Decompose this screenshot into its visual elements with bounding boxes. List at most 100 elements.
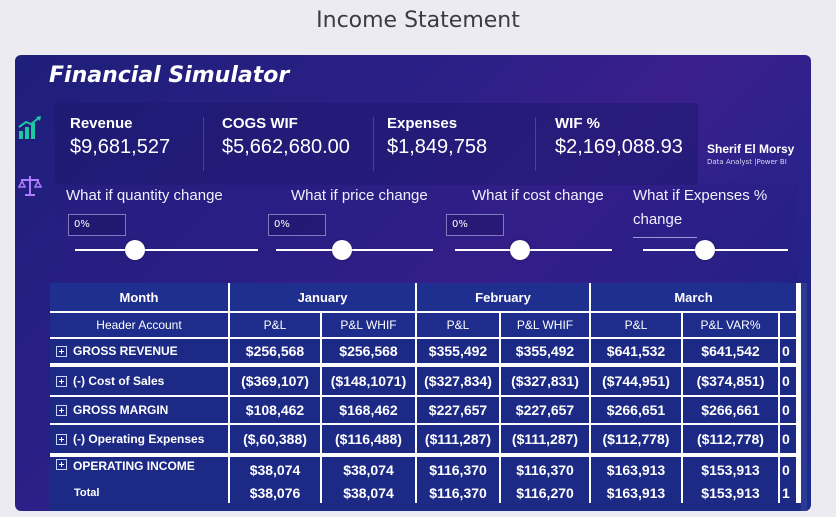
value-cell: $163,913: [591, 483, 681, 503]
value-cell: ($744,951): [591, 367, 681, 395]
value-cell: $116,370: [501, 457, 589, 483]
value-cell: $227,657: [417, 397, 499, 423]
col-header[interactable]: P&L VAR%: [683, 313, 778, 337]
row-label: Total: [50, 483, 228, 503]
balance-scale-icon[interactable]: [17, 173, 43, 199]
value-cell-overflow: 0: [780, 457, 796, 483]
row-label-cell: GROSS REVENUE: [50, 339, 228, 363]
expand-icon[interactable]: [56, 433, 67, 445]
row-label: GROSS REVENUE: [73, 344, 178, 358]
param-label: What if Expenses %: [633, 187, 768, 204]
chart-icon[interactable]: [17, 115, 43, 141]
row-label-cell: (-) Operating Expenses: [50, 425, 228, 453]
value-cell: ($111,287): [501, 425, 589, 453]
price-change-input[interactable]: 0%: [268, 214, 326, 236]
param-label: What if quantity change: [66, 187, 223, 204]
month-header-row: Month January February March: [50, 283, 807, 311]
kpi-divider: [535, 117, 536, 171]
value-cell: $116,370: [417, 483, 499, 503]
kpi-expenses: Expenses $1,849,758: [387, 115, 487, 159]
value-cell: $116,270: [501, 483, 589, 503]
expenses-slider-thumb[interactable]: [695, 240, 715, 260]
value-cell: ($111,287): [417, 425, 499, 453]
table-scrollbar[interactable]: [801, 283, 807, 511]
table-footer: [50, 503, 807, 511]
cost-slider-thumb[interactable]: [510, 240, 530, 260]
col-header[interactable]: P&L WHIF: [501, 313, 589, 337]
col-header[interactable]: P&L: [230, 313, 320, 337]
value-cell: ($374,851): [683, 367, 778, 395]
value-cell: $163,913: [591, 457, 681, 483]
income-statement-matrix: Month January February March Header Acco…: [50, 283, 807, 511]
col-header[interactable]: P&L: [591, 313, 681, 337]
what-if-parameters: What if quantity change 0% What if price…: [55, 183, 798, 281]
kpi-label: COGS WIF: [222, 115, 298, 132]
total-row[interactable]: Total $38,076 $38,074 $116,370 $116,270 …: [50, 483, 807, 503]
table-row[interactable]: (-) Cost of Sales ($369,107) ($148,1071)…: [50, 367, 807, 395]
author-credit: Sherif El Morsy Data Analyst |Power BI: [707, 142, 794, 166]
page-title: Income Statement: [316, 8, 520, 33]
month-january[interactable]: January: [230, 283, 415, 311]
expenses-input-underline: [633, 237, 697, 238]
value-cell: $153,913: [683, 483, 778, 503]
expand-icon[interactable]: [56, 404, 67, 416]
table-row[interactable]: GROSS REVENUE $256,568 $256,568 $355,492…: [50, 339, 807, 363]
quantity-change-input[interactable]: 0%: [68, 214, 126, 236]
value-cell: ($,60,388): [230, 425, 320, 453]
value-cell: ($148,1071): [322, 367, 415, 395]
month-march[interactable]: March: [591, 283, 796, 311]
value-cell: $153,913: [683, 457, 778, 483]
price-slider-thumb[interactable]: [332, 240, 352, 260]
value-cell-overflow: 0: [780, 397, 796, 423]
value-cell: $116,370: [417, 457, 499, 483]
col-header[interactable]: P&L: [417, 313, 499, 337]
month-header: Month: [50, 283, 228, 311]
param-label-line2: change: [633, 211, 683, 228]
value-cell-overflow: 0: [780, 339, 796, 363]
account-header: Header Account: [50, 313, 228, 337]
value-cell: $256,568: [322, 339, 415, 363]
value-cell: $38,074: [230, 457, 320, 483]
kpi-label: Expenses: [387, 115, 458, 132]
col-header-overflow: [780, 313, 796, 337]
quantity-slider-thumb[interactable]: [125, 240, 145, 260]
expenses-slider-track[interactable]: [643, 249, 788, 251]
kpi-value: $5,662,680.00: [222, 136, 350, 158]
value-cell: ($116,488): [322, 425, 415, 453]
col-header[interactable]: P&L WHIF: [322, 313, 415, 337]
row-label: GROSS MARGIN: [73, 403, 169, 417]
month-february[interactable]: February: [417, 283, 589, 311]
kpi-cogs: COGS WIF $5,662,680.00: [222, 115, 350, 159]
table-row[interactable]: OPERATING INCOME $38,074 $38,074 $116,37…: [50, 457, 807, 483]
row-label: (-) Cost of Sales: [73, 374, 165, 388]
param-label: What if price change: [291, 187, 428, 204]
kpi-wif: WIF % $2,169,088.93: [555, 115, 683, 159]
cost-change-input[interactable]: 0%: [446, 214, 504, 236]
app-title: Financial Simulator: [49, 63, 290, 88]
expand-icon[interactable]: [56, 375, 67, 387]
expand-icon[interactable]: [56, 459, 67, 470]
table-row[interactable]: GROSS MARGIN $108,462 $168,462 $227,657 …: [50, 397, 807, 423]
value-cell: ($369,107): [230, 367, 320, 395]
quantity-slider-track[interactable]: [75, 249, 258, 251]
row-label: OPERATING INCOME: [73, 459, 195, 473]
subheader-row: Header Account P&L P&L WHIF P&L P&L WHIF…: [50, 313, 807, 337]
kpi-revenue: Revenue $9,681,527: [70, 115, 170, 159]
value-cell: $227,657: [501, 397, 589, 423]
value-cell-overflow: 1: [780, 483, 796, 503]
value-cell: $108,462: [230, 397, 320, 423]
kpi-value: $2,169,088.93: [555, 136, 683, 158]
value-cell: $266,651: [591, 397, 681, 423]
expand-icon[interactable]: [56, 345, 67, 357]
param-cost: What if cost change: [472, 184, 604, 208]
dashboard-panel: Financial Simulator Revenue $9,681,527 C…: [15, 55, 811, 511]
param-quantity: What if quantity change: [66, 184, 223, 208]
cost-slider-track[interactable]: [455, 249, 612, 251]
author-role: Data Analyst |Power BI: [707, 158, 787, 166]
row-label-cell: GROSS MARGIN: [50, 397, 228, 423]
price-slider-track[interactable]: [276, 249, 433, 251]
kpi-divider: [373, 117, 374, 171]
value-cell-overflow: 0: [780, 425, 796, 453]
table-row[interactable]: (-) Operating Expenses ($,60,388) ($116,…: [50, 425, 807, 453]
value-cell: $641,532: [591, 339, 681, 363]
